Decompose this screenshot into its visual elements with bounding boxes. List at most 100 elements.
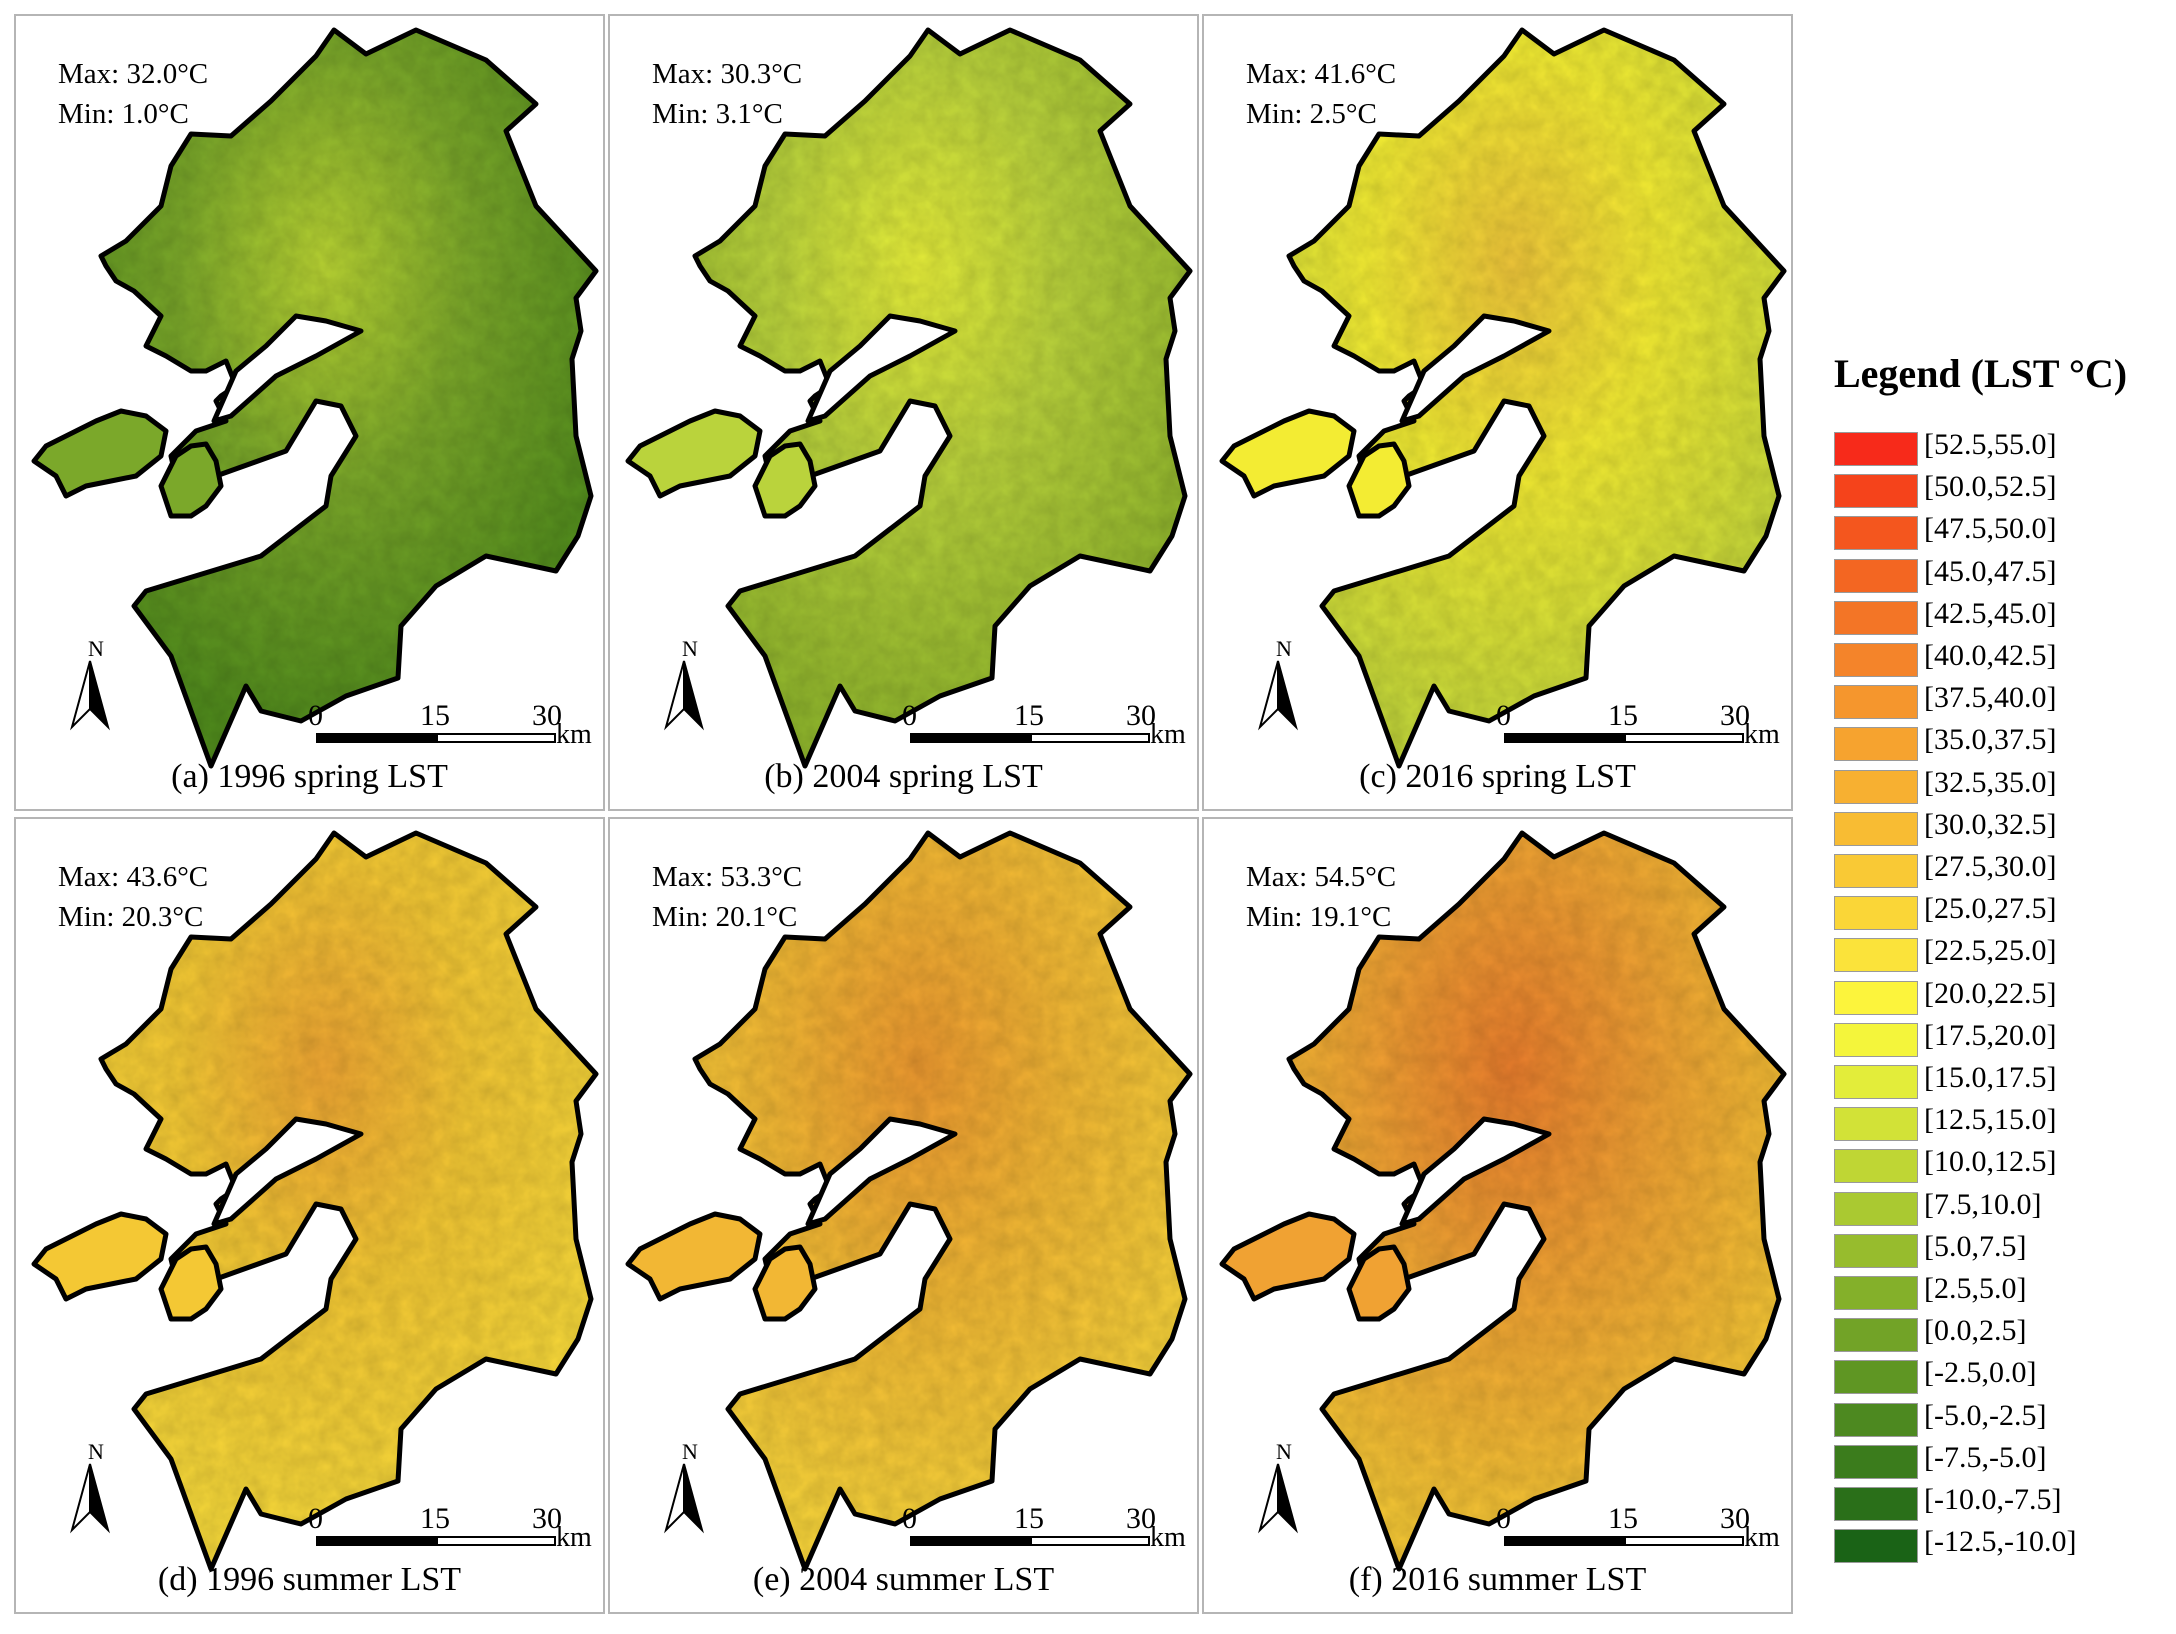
north-label: N: [1276, 1439, 1292, 1464]
panel-caption: (f) 2016 summer LST: [1348, 1561, 1647, 1598]
legend-swatch: [1834, 685, 1918, 720]
min-temp: Min: 20.3°C: [58, 901, 204, 933]
legend-swatch: [1834, 1360, 1918, 1395]
legend-swatch: [1834, 1529, 1918, 1564]
legend-label: [15.0,17.5]: [1924, 1061, 2057, 1094]
max-temp: Max: 32.0°C: [58, 58, 209, 90]
lst-map-c: [1219, 27, 1787, 769]
legend-swatch: [1834, 1022, 1918, 1057]
legend-label: [22.5,25.0]: [1924, 934, 2057, 968]
scale-bar-dark: [316, 1536, 436, 1546]
legend-label: [7.5,10.0]: [1924, 1187, 2042, 1221]
map-panel-f: Max: 54.5°C Min: 19.1°C N 0 15 30 km (f)…: [1202, 817, 1793, 1614]
scale-tick-30: 30: [1720, 1502, 1750, 1535]
legend-swatch: [1834, 516, 1918, 551]
scale-tick-30: 30: [1126, 1502, 1156, 1535]
north-label: N: [88, 636, 104, 661]
scale-bar-light: [1030, 733, 1150, 743]
legend-swatch: [1834, 1276, 1918, 1310]
scale-tick-15: 15: [420, 699, 450, 732]
min-temp: Min: 1.0°C: [58, 98, 189, 130]
max-temp: Max: 43.6°C: [58, 861, 209, 893]
island-west: [625, 408, 763, 499]
legend-swatch: [1834, 727, 1918, 762]
scale-tick-15: 15: [1014, 1502, 1044, 1535]
scale-bar: 0 15 30 km: [308, 1502, 592, 1574]
panel-caption: (d) 1996 summer LST: [157, 1561, 462, 1598]
scale-tick-0: 0: [308, 1502, 323, 1535]
stats-box: Max: 54.5°C Min: 19.1°C: [1246, 857, 1396, 937]
legend-swatch: [1834, 769, 1918, 804]
legend-label: [52.5,55.0]: [1924, 428, 2057, 461]
legend-swatch: [1834, 1107, 1918, 1142]
legend-label: [47.5,50.0]: [1924, 512, 2057, 546]
scale-bar-light: [1030, 1536, 1150, 1546]
scale-bar-dark: [316, 733, 436, 743]
island-west: [31, 1211, 169, 1302]
max-temp: Max: 54.5°C: [1246, 861, 1397, 893]
north-arrow-icon: [70, 660, 110, 731]
legend-label: [0.0,2.5]: [1924, 1314, 2027, 1348]
scale-tick-0: 0: [1496, 1502, 1511, 1535]
stats-box: Max: 43.6°C Min: 20.3°C: [58, 857, 208, 937]
map-panel-e: Max: 53.3°C Min: 20.1°C N 0 15 30 km (e)…: [608, 817, 1199, 1614]
north-arrow-icon: [70, 1463, 110, 1534]
north-arrow-icon: [1258, 1463, 1298, 1534]
legend-label: [-12.5,-10.0]: [1924, 1525, 2077, 1559]
island-small: [752, 441, 818, 519]
legend-swatch: [1834, 811, 1918, 846]
max-temp: Max: 53.3°C: [652, 861, 803, 893]
panel-caption: (a) 1996 spring LST: [171, 758, 448, 795]
island-small: [752, 1244, 818, 1322]
legend-label: [40.0,42.5]: [1924, 639, 2057, 672]
lake-cutout: [211, 313, 364, 424]
lst-map-b: [625, 27, 1193, 769]
legend-label: [17.5,20.0]: [1924, 1018, 2057, 1052]
stats-box: Max: 32.0°C Min: 1.0°C: [58, 54, 208, 134]
lst-map-a: [31, 27, 599, 769]
legend-swatch: [1834, 1149, 1918, 1184]
scale-bar: 0 15 30 km: [308, 699, 592, 771]
island-small: [1346, 1244, 1412, 1322]
legend-label: [20.0,22.5]: [1924, 976, 2057, 1010]
scale-bar-dark: [1504, 733, 1624, 743]
lst-map-e: [625, 830, 1193, 1572]
legend-label: [32.5,35.0]: [1924, 765, 2057, 799]
scale-tick-30: 30: [1720, 699, 1750, 732]
legend-swatch: [1834, 643, 1918, 677]
legend-swatch: [1834, 938, 1918, 973]
panel-caption: (b) 2004 spring LST: [764, 758, 1043, 795]
scale-tick-15: 15: [420, 1502, 450, 1535]
scale-unit: km: [556, 1522, 592, 1553]
legend-swatch: [1834, 1191, 1918, 1226]
legend-label: [10.0,12.5]: [1924, 1145, 2057, 1179]
legend-swatch: [1834, 1487, 1918, 1521]
scale-tick-15: 15: [1608, 699, 1638, 732]
island-small: [158, 1244, 224, 1322]
scale-unit: km: [556, 719, 592, 750]
lst-map-f: [1219, 830, 1787, 1572]
scale-tick-0: 0: [902, 1502, 917, 1535]
stats-box: Max: 53.3°C Min: 20.1°C: [652, 857, 802, 937]
scale-bar-light: [436, 1536, 556, 1546]
legend-label: [5.0,7.5]: [1924, 1229, 2027, 1263]
island-west: [625, 1211, 763, 1302]
legend-label: [50.0,52.5]: [1924, 470, 2057, 504]
scale-bar: 0 15 30 km: [1496, 1502, 1780, 1574]
scale-bar: 0 15 30 km: [902, 1502, 1186, 1574]
north-label: N: [682, 1439, 698, 1464]
stats-box: Max: 30.3°C Min: 3.1°C: [652, 54, 802, 134]
island-west: [1219, 1211, 1357, 1302]
scale-tick-0: 0: [308, 699, 323, 732]
panel-caption: (c) 2016 spring LST: [1359, 758, 1636, 795]
legend-swatch: [1834, 558, 1918, 593]
scale-tick-30: 30: [1126, 699, 1156, 732]
legend-label: [25.0,27.5]: [1924, 892, 2057, 926]
legend-swatch: [1834, 1402, 1918, 1437]
legend-label: [42.5,45.0]: [1924, 596, 2057, 630]
legend-label: [-2.5,0.0]: [1924, 1356, 2037, 1390]
north-label: N: [682, 636, 698, 661]
scale-bar-light: [436, 733, 556, 743]
scale-bar: 0 15 30 km: [1496, 699, 1780, 771]
min-temp: Min: 2.5°C: [1246, 98, 1377, 130]
